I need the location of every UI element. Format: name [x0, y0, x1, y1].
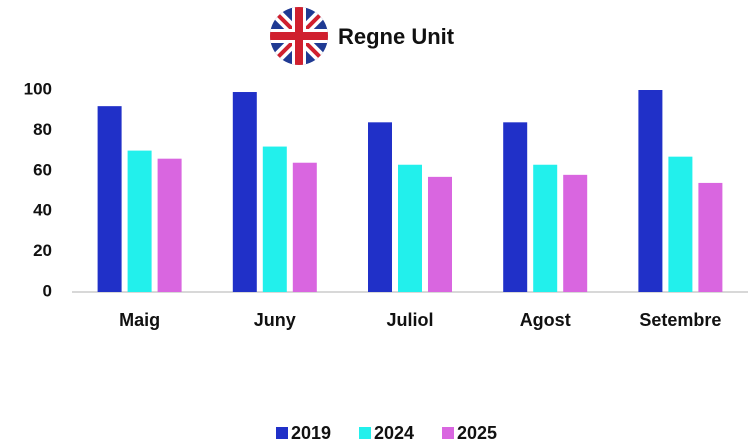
x-tick-label: Juliol	[386, 310, 433, 330]
legend-label: 2024	[374, 423, 414, 443]
bar	[292, 162, 317, 292]
bar	[668, 156, 693, 292]
bar	[533, 164, 558, 292]
bar	[232, 92, 257, 293]
legend-swatch	[442, 427, 454, 439]
y-tick-label: 40	[33, 201, 52, 220]
x-tick-label: Juny	[254, 310, 296, 330]
legend-label: 2019	[291, 423, 331, 443]
bar	[398, 164, 422, 292]
legend-swatch	[276, 427, 288, 439]
y-tick-label: 20	[33, 241, 52, 260]
flag-icon	[270, 7, 328, 65]
bar	[698, 182, 723, 292]
x-tick-label: Maig	[119, 310, 160, 330]
bar	[262, 146, 287, 292]
bar	[368, 122, 392, 292]
x-tick-label: Agost	[520, 310, 571, 330]
y-tick-label: 60	[33, 160, 52, 179]
y-tick-label: 100	[24, 79, 52, 98]
y-tick-label: 80	[33, 120, 52, 139]
bar	[563, 174, 588, 292]
bar	[638, 90, 663, 292]
bar	[127, 150, 152, 292]
bar	[503, 122, 528, 292]
chart-title: Regne Unit	[338, 24, 455, 49]
x-tick-label: Setembre	[639, 310, 721, 330]
bar	[428, 176, 452, 292]
bar	[97, 106, 122, 292]
legend-swatch	[359, 427, 371, 439]
legend-label: 2025	[457, 423, 497, 443]
y-tick-label: 0	[43, 281, 52, 300]
bar	[157, 158, 182, 292]
